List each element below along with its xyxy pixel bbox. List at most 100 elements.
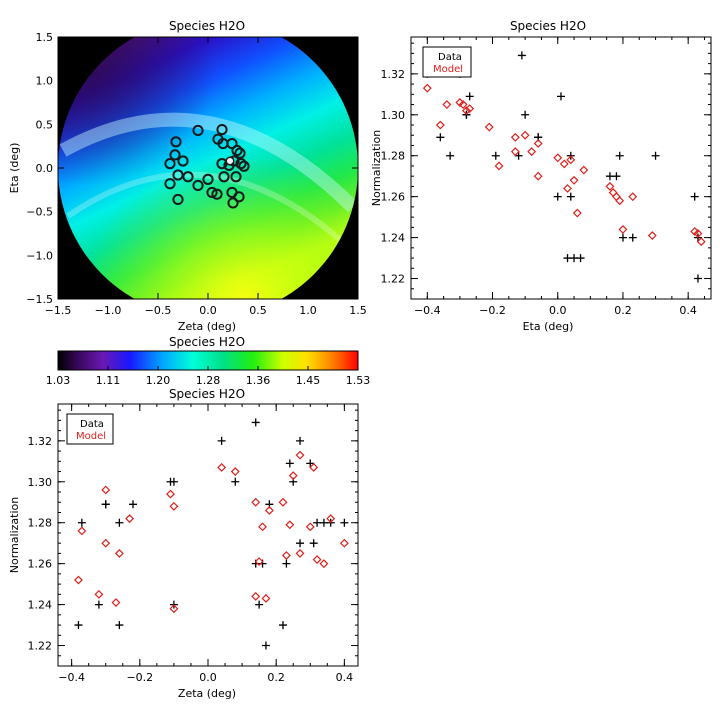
zeta-model-point — [312, 555, 322, 565]
zeta-model-point — [288, 471, 298, 481]
eta-model-point — [579, 165, 589, 175]
zeta-model-point — [309, 463, 319, 472]
eta-data-point — [521, 110, 530, 119]
map-y-tick-label: −1.0 — [26, 249, 53, 262]
map-y-tick-label: −1.5 — [26, 293, 53, 306]
map-probe-point — [234, 147, 246, 159]
map-probe-point — [192, 124, 204, 137]
colorbar-tick-label: 1.36 — [246, 374, 271, 387]
map-probe-point — [170, 136, 182, 148]
map-field — [58, 37, 358, 299]
eta-marks — [422, 51, 706, 283]
zeta-model-point — [77, 526, 87, 536]
zeta-data-point — [296, 539, 305, 548]
map-y-tick-label: 0.0 — [36, 162, 54, 175]
zeta-model-point — [125, 514, 135, 524]
map-x-tick-label: 0.5 — [249, 304, 267, 317]
eta-model-point — [533, 138, 543, 148]
zeta-model-point — [166, 489, 175, 499]
zeta-data-point — [306, 459, 315, 468]
map-highlight-point — [225, 156, 235, 166]
zeta-model-point — [254, 557, 264, 567]
eta-model-point — [527, 147, 537, 157]
zeta-model-point — [264, 505, 274, 515]
eta-data-point — [612, 172, 621, 181]
zeta-data-point — [296, 436, 305, 445]
colorbar-tick-label: 1.11 — [96, 374, 121, 387]
zeta-data-point — [101, 500, 110, 509]
map-y-label: Eta (deg) — [8, 143, 21, 194]
zeta-y-tick-label: 1.26 — [28, 558, 53, 571]
map-probe-point — [218, 171, 230, 183]
eta-x-tick-label: 0.4 — [679, 304, 697, 317]
zeta-legend-data: Data — [80, 419, 104, 430]
eta-model-point — [533, 171, 543, 181]
zeta-scatter-panel: Species H2O −0.4 −0.2 0.0 0.2 0.4 1.22 1.24 1.2… — [8, 387, 359, 700]
map-probe-point — [192, 179, 204, 192]
zeta-model-point — [111, 598, 121, 607]
eta-model-point — [494, 161, 504, 171]
eta-y-tick-label: 1.22 — [381, 273, 406, 286]
map-probe-point — [227, 197, 239, 209]
eta-model-point — [647, 231, 657, 240]
map-probe-point — [182, 171, 194, 183]
eta-x-tick-label: 0.0 — [549, 304, 567, 317]
eta-model-point — [510, 147, 520, 157]
map-probe-point — [164, 158, 176, 170]
eta-model-point — [465, 104, 475, 114]
eta-y-tick-label: 1.26 — [381, 191, 406, 204]
eta-data-point — [651, 151, 660, 160]
map-probe-point — [206, 186, 218, 199]
zeta-data-point — [231, 477, 240, 486]
map-contour-band — [66, 171, 351, 249]
zeta-data-point — [169, 477, 178, 486]
eta-model-point — [510, 132, 520, 142]
eta-model-point — [559, 159, 569, 169]
zeta-data-point — [261, 641, 270, 650]
eta-data-point — [436, 133, 445, 142]
eta-frame — [410, 36, 712, 300]
colorbar-tick-label: 1.20 — [146, 374, 171, 387]
eta-model-point — [611, 192, 621, 202]
map-probe-point — [172, 193, 184, 206]
zeta-x-tick-label: 0.4 — [336, 671, 354, 684]
zeta-x-tick-label: −0.4 — [58, 671, 85, 684]
zeta-y-tick-label: 1.24 — [28, 599, 53, 612]
zeta-data-point — [309, 539, 318, 548]
zeta-data-point — [217, 436, 226, 445]
eta-x-label: Eta (deg) — [523, 320, 574, 333]
eta-legend-model: Model — [433, 64, 463, 75]
zeta-y-tick-label: 1.28 — [28, 517, 53, 530]
eta-model-point — [618, 224, 628, 234]
eta-data-point — [491, 151, 500, 160]
zeta-model-point — [101, 538, 111, 548]
eta-model-point — [484, 122, 494, 132]
zeta-title: Species H2O — [169, 387, 245, 401]
map-probe-point — [230, 171, 242, 183]
map-probe-point — [172, 169, 184, 181]
zeta-x-tick-label: 0.0 — [199, 671, 217, 684]
eta-model-point — [553, 153, 563, 163]
zeta-model-point — [169, 604, 179, 614]
eta-y-tick-label: 1.28 — [381, 150, 406, 163]
zeta-y-tick-label: 1.30 — [28, 476, 53, 489]
eta-model-point — [615, 196, 625, 206]
colorbar-tick-label: 1.28 — [196, 374, 221, 387]
eta-x-tick-label: −0.2 — [479, 304, 506, 317]
map-y-tick-label: 0.5 — [36, 118, 54, 131]
zeta-model-point — [295, 450, 305, 460]
eta-data-point — [465, 92, 474, 101]
map-probe-point — [238, 160, 250, 172]
eta-y-tick-label: 1.24 — [381, 232, 406, 245]
zeta-marks — [74, 418, 349, 650]
map-x-tick-label: −1.5 — [45, 304, 72, 317]
eta-model-point — [566, 155, 576, 165]
eta-data-point — [570, 254, 579, 263]
zeta-model-point — [295, 548, 305, 558]
map-probe-point — [211, 188, 223, 200]
zeta-model-point — [251, 591, 261, 601]
zeta-y-tick-label: 1.32 — [28, 435, 53, 448]
zeta-x-label: Zeta (deg) — [178, 687, 236, 700]
map-x-tick-label: 0.0 — [199, 304, 217, 317]
